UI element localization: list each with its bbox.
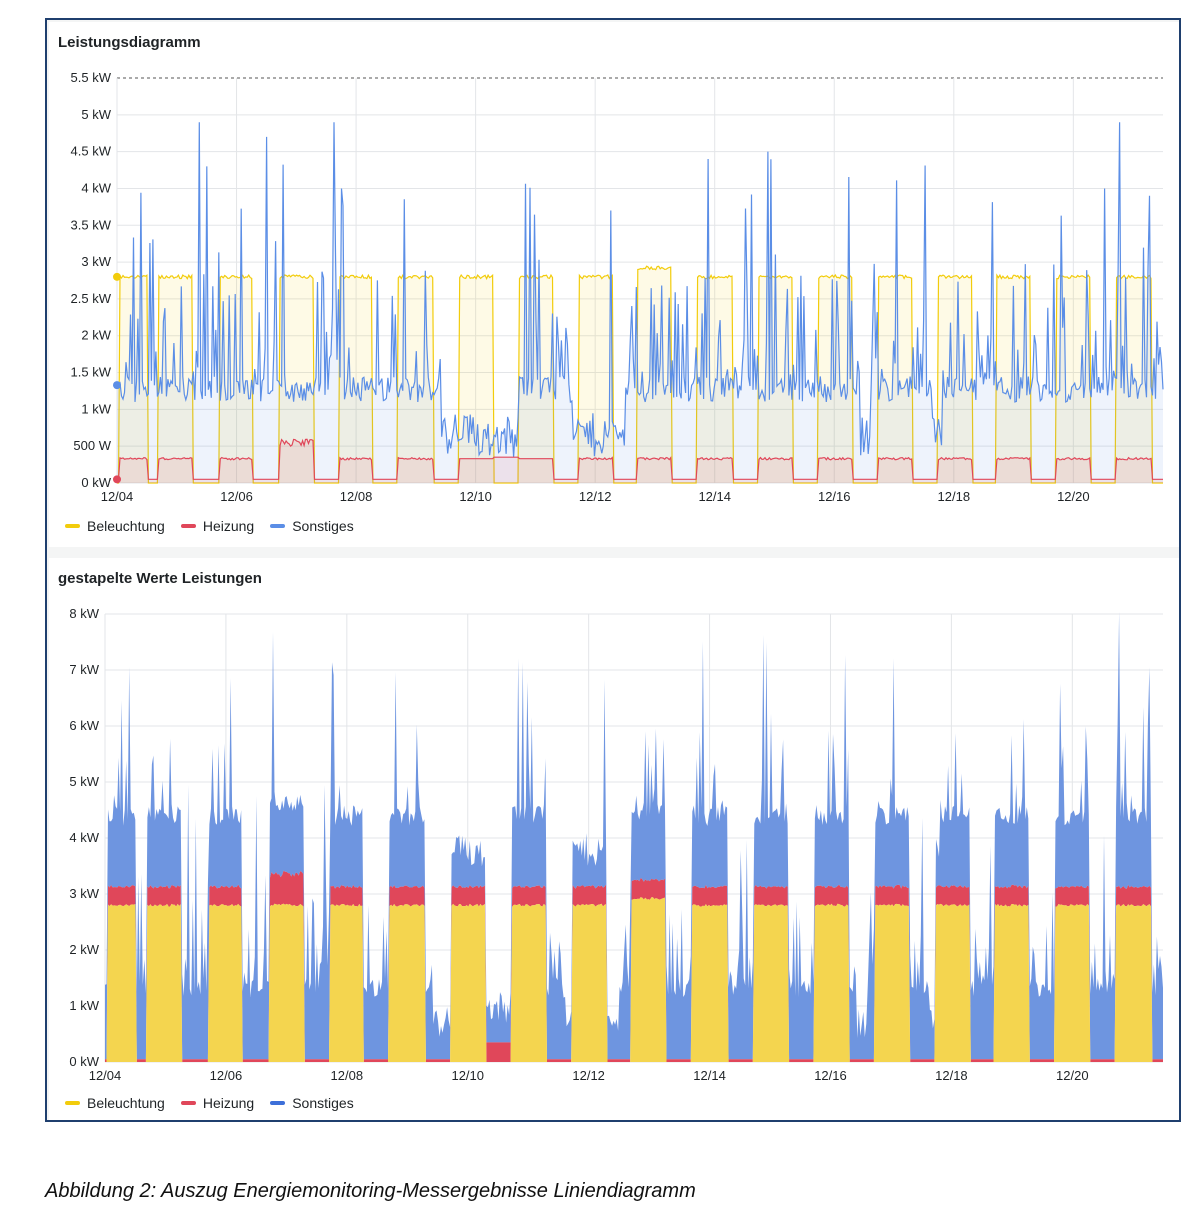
- legend-item-heizung[interactable]: Heizung: [180, 518, 255, 534]
- x-tick-label: 12/10: [459, 489, 492, 504]
- y-tick-label: 3 kW: [69, 886, 99, 901]
- legend-swatch: [270, 524, 286, 528]
- x-tick-label: 12/12: [572, 1068, 605, 1083]
- legend-item-beleuchtung[interactable]: Beleuchtung: [65, 1095, 165, 1111]
- legend-swatch: [270, 1101, 286, 1105]
- legend-swatch: [180, 524, 196, 528]
- legend-label: Sonstiges: [292, 518, 354, 534]
- y-tick-label: 5 kW: [69, 774, 99, 789]
- y-tick-label: 2.5 kW: [71, 291, 112, 306]
- x-tick-label: 12/18: [938, 489, 971, 504]
- x-tick-label: 12/04: [89, 1068, 122, 1083]
- y-tick-label: 4.5 kW: [71, 144, 112, 159]
- panel-title: gestapelte Werte Leistungen: [58, 570, 262, 587]
- series-heizung-area: [117, 439, 1163, 483]
- x-tick-label: 12/06: [220, 489, 253, 504]
- panel-line-chart: Leistungsdiagramm 0 kW 500 W 1 kW 1.5 kW 2 k…: [49, 22, 1179, 547]
- series-beleuchtung-area: [117, 266, 1163, 483]
- legend-item-heizung[interactable]: Heizung: [180, 1095, 255, 1111]
- x-tick-label: 12/16: [818, 489, 851, 504]
- figure-caption: Abbildung 2: Auszug Energiemonitoring-Me…: [45, 1180, 696, 1202]
- series-beleuchtung-line: [117, 265, 1163, 484]
- x-tick-label: 12/10: [451, 1068, 484, 1083]
- y-tick-label: 3.5 kW: [71, 217, 112, 232]
- y-tick-label: 4 kW: [81, 180, 111, 195]
- x-tick-label: 12/08: [331, 1068, 364, 1083]
- x-tick-label: 12/12: [579, 489, 612, 504]
- panel-title: Leistungsdiagramm: [58, 34, 201, 51]
- y-tick-label: 6 kW: [69, 718, 99, 733]
- x-tick-label: 12/16: [814, 1068, 847, 1083]
- line-chart: 0 kW 500 W 1 kW 1.5 kW 2 kW 2.5 kW 3 kW 3.5 kW 4…: [71, 70, 1164, 504]
- y-tick-label: 1 kW: [81, 401, 111, 416]
- legend-swatch: [65, 1101, 80, 1105]
- series-heizung-area: [105, 870, 1163, 1062]
- legend-swatch: [65, 524, 80, 528]
- y-tick-label: 5 kW: [81, 107, 111, 122]
- legend-top: Beleuchtung Heizung Sonstiges: [65, 518, 354, 534]
- y-tick-label: 3 kW: [81, 254, 111, 269]
- stacked-area-chart: 0 kW 1 kW 2 kW 3 kW 4 kW 5 kW 6 kW 7 kW 8 kW 12/0…: [69, 606, 1163, 1083]
- legend-label: Heizung: [202, 1095, 255, 1111]
- y-tick-label: 500 W: [73, 438, 111, 453]
- series-sonstiges-marker: [113, 381, 121, 390]
- x-tick-label: 12/18: [935, 1068, 968, 1083]
- legend-bottom: Beleuchtung Heizung Sonstiges: [65, 1095, 354, 1111]
- legend-label: Heizung: [202, 518, 255, 534]
- x-tick-label: 12/20: [1056, 1068, 1089, 1083]
- series-beleuchtung-area: [105, 897, 1163, 1062]
- x-tick-label: 12/04: [101, 489, 134, 504]
- series-sonstiges-area: [105, 611, 1163, 1060]
- x-tick-label: 12/14: [698, 489, 731, 504]
- series-sonstiges-line: [116, 122, 1164, 458]
- series-heizung-line: [117, 438, 1163, 480]
- y-tick-label: 7 kW: [69, 662, 99, 677]
- x-tick-label: 12/08: [340, 489, 373, 504]
- y-tick-label: 2 kW: [69, 942, 99, 957]
- legend-item-sonstiges[interactable]: Sonstiges: [270, 518, 354, 534]
- y-tick-label: 8 kW: [69, 606, 99, 621]
- y-tick-label: 5.5 kW: [71, 70, 112, 85]
- x-tick-label: 12/20: [1057, 489, 1090, 504]
- series-beleuchtung-marker: [113, 272, 121, 281]
- legend-label: Beleuchtung: [87, 518, 165, 534]
- legend-item-beleuchtung[interactable]: Beleuchtung: [65, 518, 165, 534]
- series-sonstiges-area: [117, 122, 1163, 483]
- x-tick-label: 12/06: [210, 1068, 243, 1083]
- legend-item-sonstiges[interactable]: Sonstiges: [270, 1095, 354, 1111]
- legend-swatch: [180, 1101, 196, 1105]
- dashboard-frame: Leistungsdiagramm 0 kW 500 W 1 kW 1.5 kW 2 k…: [45, 18, 1181, 1122]
- y-tick-label: 2 kW: [81, 328, 111, 343]
- y-tick-label: 0 kW: [81, 475, 111, 490]
- series-heizung-marker: [113, 475, 121, 484]
- y-tick-label: 1.5 kW: [71, 365, 112, 380]
- legend-label: Sonstiges: [292, 1095, 354, 1111]
- legend-label: Beleuchtung: [87, 1095, 165, 1111]
- y-tick-label: 1 kW: [69, 998, 99, 1013]
- y-tick-label: 4 kW: [69, 830, 99, 845]
- y-tick-label: 0 kW: [69, 1054, 99, 1069]
- x-tick-label: 12/14: [693, 1068, 726, 1083]
- panel-stacked-chart: gestapelte Werte Leistungen 0 kW 1 kW 2 kW…: [49, 558, 1179, 1120]
